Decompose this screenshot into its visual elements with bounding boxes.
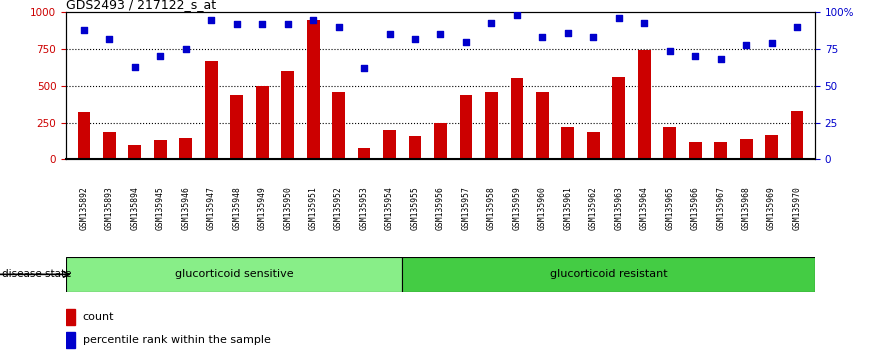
Bar [66, 257, 403, 292]
Text: GSM135960: GSM135960 [538, 186, 547, 230]
Bar [129, 145, 141, 159]
Text: GSM135959: GSM135959 [513, 186, 522, 230]
Point [179, 46, 193, 52]
Bar [740, 139, 752, 159]
Point [536, 35, 550, 40]
Bar [766, 135, 778, 159]
Point [408, 36, 422, 42]
Bar [154, 140, 167, 159]
Point [77, 27, 91, 33]
Bar [663, 127, 676, 159]
Bar [180, 138, 192, 159]
Point [357, 65, 371, 71]
Point [306, 17, 320, 23]
Text: GSM135955: GSM135955 [411, 186, 419, 230]
Text: GSM135947: GSM135947 [207, 186, 216, 230]
Text: glucorticoid sensitive: glucorticoid sensitive [174, 269, 293, 279]
Text: GSM135970: GSM135970 [793, 186, 802, 230]
Point [663, 48, 677, 53]
Point [485, 20, 499, 25]
Text: GSM135954: GSM135954 [385, 186, 394, 230]
Text: GDS2493 / 217122_s_at: GDS2493 / 217122_s_at [66, 0, 216, 11]
Bar [638, 50, 651, 159]
Bar [791, 111, 803, 159]
Text: glucorticoid resistant: glucorticoid resistant [550, 269, 668, 279]
Text: GSM135946: GSM135946 [181, 186, 190, 230]
Point [688, 53, 702, 59]
Text: percentile rank within the sample: percentile rank within the sample [83, 335, 270, 345]
Point [611, 16, 626, 21]
Point [102, 36, 116, 42]
Bar [434, 122, 447, 159]
Point [561, 30, 575, 36]
Bar [714, 142, 727, 159]
Text: GSM135965: GSM135965 [665, 186, 674, 230]
Point [331, 24, 345, 30]
Text: GSM135953: GSM135953 [359, 186, 368, 230]
Point [459, 39, 473, 45]
Bar [230, 95, 243, 159]
Bar [409, 136, 421, 159]
Text: GSM135956: GSM135956 [436, 186, 445, 230]
Text: GSM135967: GSM135967 [716, 186, 725, 230]
Bar [612, 77, 626, 159]
Point [637, 20, 651, 25]
Text: GSM135952: GSM135952 [334, 186, 343, 230]
Text: GSM135950: GSM135950 [283, 186, 292, 230]
Text: count: count [83, 312, 115, 322]
Bar [103, 132, 115, 159]
Point [433, 32, 448, 37]
Point [153, 53, 167, 59]
Point [790, 24, 804, 30]
Bar [561, 127, 574, 159]
Bar [358, 148, 370, 159]
Bar [307, 20, 320, 159]
Bar [205, 61, 218, 159]
Bar [281, 71, 294, 159]
Text: GSM135958: GSM135958 [487, 186, 496, 230]
Point [281, 21, 295, 27]
Bar [460, 95, 472, 159]
Point [765, 40, 779, 46]
Bar [536, 92, 549, 159]
Bar [332, 92, 345, 159]
Bar [403, 257, 815, 292]
Text: GSM135892: GSM135892 [79, 186, 88, 230]
Bar [66, 332, 75, 348]
Text: GSM135966: GSM135966 [691, 186, 700, 230]
Point [382, 32, 396, 37]
Point [510, 12, 524, 18]
Text: GSM135948: GSM135948 [233, 186, 241, 230]
Bar [689, 142, 701, 159]
Text: GSM135962: GSM135962 [589, 186, 598, 230]
Text: disease state: disease state [2, 269, 71, 279]
Text: GSM135893: GSM135893 [105, 186, 114, 230]
Text: GSM135961: GSM135961 [563, 186, 573, 230]
Bar [66, 309, 75, 325]
Point [204, 17, 218, 23]
Text: GSM135964: GSM135964 [640, 186, 648, 230]
Text: GSM135968: GSM135968 [742, 186, 751, 230]
Bar [511, 79, 523, 159]
Point [128, 64, 142, 70]
Bar [485, 92, 498, 159]
Point [714, 57, 728, 62]
Text: GSM135894: GSM135894 [130, 186, 139, 230]
Bar [255, 86, 269, 159]
Text: GSM135945: GSM135945 [156, 186, 165, 230]
Text: GSM135957: GSM135957 [462, 186, 470, 230]
Bar [78, 112, 90, 159]
Point [230, 21, 244, 27]
Point [739, 42, 753, 47]
Point [255, 21, 270, 27]
Text: GSM135963: GSM135963 [614, 186, 623, 230]
Bar [587, 132, 600, 159]
Bar [383, 130, 396, 159]
Point [586, 35, 600, 40]
Text: GSM135951: GSM135951 [308, 186, 318, 230]
Text: GSM135969: GSM135969 [767, 186, 776, 230]
Text: GSM135949: GSM135949 [258, 186, 267, 230]
